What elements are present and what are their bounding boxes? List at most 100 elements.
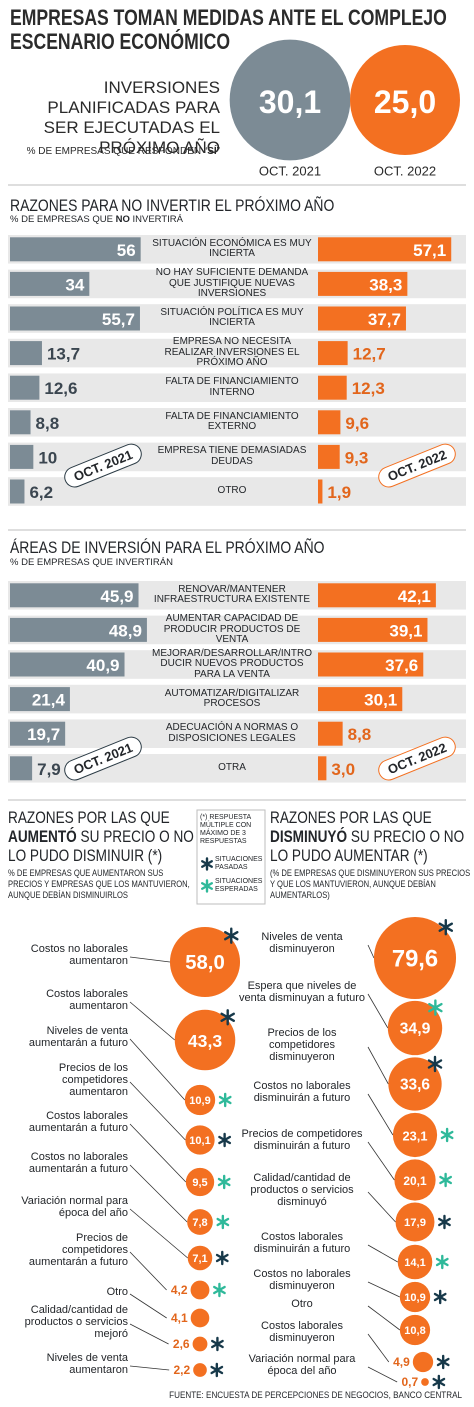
category-label: Costos no laborales aumentarán a futuro xyxy=(28,1151,128,1175)
marker xyxy=(213,1285,226,1295)
bar xyxy=(10,687,70,712)
category-label: RENOVAR/MANTENER INFRAESTRUCTURA EXISTEN… xyxy=(153,583,311,606)
category-label: Calidad/cantidad de productos o servicio… xyxy=(24,1304,128,1340)
bar-value: 40,9 xyxy=(86,656,119,675)
bar xyxy=(318,756,327,781)
bubble-value: 2,6 xyxy=(173,1337,190,1351)
bubble xyxy=(395,1202,435,1242)
text-part: (% DE EMPRESAS QUE DISMINUYERON SUS PREC… xyxy=(270,868,471,901)
text-part: AUMENTÓ xyxy=(8,827,77,846)
marker xyxy=(216,1217,230,1227)
bar xyxy=(318,479,323,504)
text-part: % DE EMPRESAS QUE AUMENTARON SUS PRECIOS… xyxy=(8,868,190,901)
bubble-value: 2,2 xyxy=(173,1363,190,1377)
bubble-value: 10,9 xyxy=(189,1095,210,1107)
bar-value: 57,1 xyxy=(413,241,446,260)
leader-line xyxy=(367,1191,396,1223)
leader-line xyxy=(129,1365,170,1371)
section-subtitle: (% DE EMPRESAS QUE DISMINUYERON SUS PREC… xyxy=(270,868,474,901)
bar xyxy=(318,687,403,712)
bar-value: 8,8 xyxy=(348,725,372,744)
bar xyxy=(10,375,40,400)
category-label: Precios de los competidores aumentaron xyxy=(58,1062,128,1098)
bar xyxy=(318,341,348,366)
category-label: Niveles de venta aumentaron xyxy=(46,1352,128,1376)
bubble-value: 17,9 xyxy=(404,1217,426,1229)
bar-value: 34 xyxy=(65,275,84,294)
category-label: FALTA DE FINANCIAMIENTO INTERNO xyxy=(165,376,299,398)
text-part: % DE EMPRESAS QUE xyxy=(10,214,116,225)
bar-value: 7,9 xyxy=(37,760,61,779)
leader-line xyxy=(367,1046,389,1085)
bubble xyxy=(185,1125,215,1155)
bubble xyxy=(399,1281,431,1313)
section-title: RAZONES POR LAS QUE DISMINUYÓ SU PRECIO … xyxy=(270,808,474,865)
leader-line xyxy=(129,1293,167,1319)
leader-line xyxy=(367,944,375,959)
category-label: Costos no laborales aumentaron xyxy=(30,943,128,967)
leader-line xyxy=(367,1093,394,1136)
marker xyxy=(428,1002,443,1013)
bubble-value: 30,1 xyxy=(259,84,321,120)
text-part: SU PRECIO O NO LO PUDO DISMINUIR (*) xyxy=(8,827,194,865)
marker xyxy=(439,1175,453,1185)
category-label: Costos laborales aumentaron xyxy=(46,988,128,1012)
bar xyxy=(10,271,90,296)
bubble xyxy=(373,916,457,1000)
bar xyxy=(318,306,406,331)
category-label: SITUACIÓN POLÍTICA ES MUY INCIERTA xyxy=(160,306,304,329)
bubble-value: 43,3 xyxy=(188,1031,222,1051)
category-label: Costos no laborales disminuyeron xyxy=(253,1268,351,1292)
intro-label: INVERSIONES PLANIFICADAS PARA SER EJECUT… xyxy=(43,78,220,157)
bar xyxy=(318,410,341,435)
bubble-value: 79,6 xyxy=(392,946,438,973)
category-label: Otro xyxy=(291,1298,313,1310)
intro-note: % DE EMPRESAS QUE RESPONDEN “SÍ” xyxy=(12,146,220,158)
bubble xyxy=(388,1057,442,1111)
category-label: Costos laborales disminuyeron xyxy=(261,1320,343,1344)
bubble xyxy=(350,45,460,155)
leader-line xyxy=(367,1244,398,1263)
text-part: DISMINUYÓ xyxy=(270,827,348,846)
leader-line xyxy=(367,993,389,1029)
text-part: INVERTIRÁ xyxy=(129,214,183,225)
bubble-value: 10,1 xyxy=(189,1135,210,1147)
category-label: Precios de competidores aumentarán a fut… xyxy=(28,1232,128,1268)
bubble-value: 10,8 xyxy=(404,1325,425,1337)
marker xyxy=(210,1365,224,1375)
bubble-value: 58,0 xyxy=(185,952,225,974)
bar xyxy=(10,652,125,677)
leader-line xyxy=(367,1141,395,1181)
bubble xyxy=(192,1336,208,1352)
leader-line xyxy=(129,1081,186,1141)
category-label: OTRO xyxy=(217,485,247,497)
source: FUENTE: ENCUESTA DE PERCEPCIONES DE NEGO… xyxy=(169,1390,463,1400)
bubble-value: 20,1 xyxy=(403,1174,427,1188)
row-band xyxy=(8,719,466,748)
bar-value: 10 xyxy=(38,448,57,467)
marker xyxy=(201,882,213,890)
marker xyxy=(438,1217,451,1227)
bar-value: 30,1 xyxy=(364,691,397,710)
bar-value: 12,7 xyxy=(353,345,386,364)
marker xyxy=(436,1357,450,1367)
bubble xyxy=(229,39,351,161)
bar xyxy=(10,410,31,435)
bubble xyxy=(392,1112,438,1158)
bar xyxy=(10,583,139,608)
bubble xyxy=(187,1245,213,1271)
legend-label: SITUACIONES ESPERADAS xyxy=(215,878,263,893)
bubble-value: 34,9 xyxy=(400,1021,431,1038)
bar-value: 37,7 xyxy=(368,310,401,329)
bubble-value: 33,6 xyxy=(400,1077,430,1094)
leader-line xyxy=(129,956,171,963)
leader-line xyxy=(129,1323,169,1345)
bubble xyxy=(412,1351,434,1373)
bar xyxy=(318,721,343,746)
category-label: Variación normal para época del año xyxy=(248,1353,356,1377)
section-subtitle: % DE EMPRESAS QUE AUMENTARON SUS PRECIOS… xyxy=(8,868,192,901)
bubble-value: 4,1 xyxy=(171,1311,188,1325)
section-title: RAZONES PARA NO INVERTIR EL PRÓXIMO AÑO xyxy=(10,196,335,215)
bar xyxy=(318,271,408,296)
